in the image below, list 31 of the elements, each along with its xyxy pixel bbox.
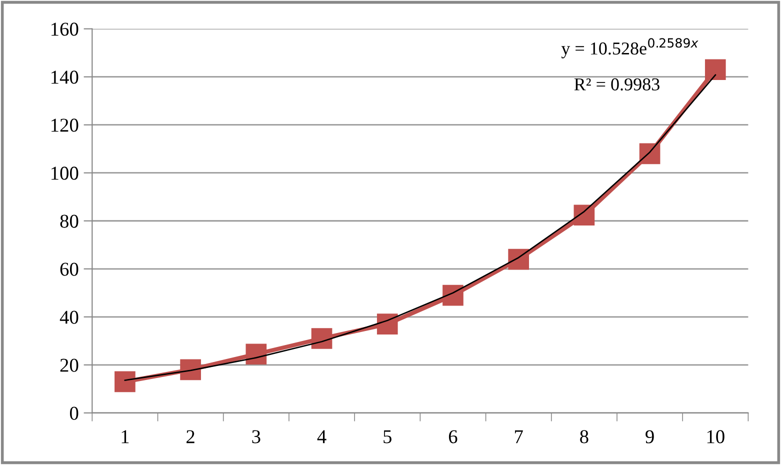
- point: [311, 328, 332, 349]
- annotation: y = 10.528e$^{0.2589x}$: [561, 38, 698, 58]
- x-tick-label: 9: [646, 430, 654, 444]
- x-tick-label: 3: [252, 430, 260, 444]
- y-tick-label: 160: [52, 22, 78, 36]
- point: [180, 359, 201, 380]
- point: [246, 344, 267, 365]
- x-tick-label: 7: [515, 430, 523, 444]
- x-tick-label: 2: [186, 430, 194, 444]
- x-tick-label: 1: [122, 430, 129, 444]
- point: [574, 204, 595, 226]
- x-tick-label: 6: [448, 430, 458, 444]
- x-tick-label: 5: [384, 430, 392, 444]
- point: [704, 59, 726, 80]
- point: [376, 314, 398, 335]
- y-tick-label: 120: [52, 118, 78, 132]
- point: [639, 143, 660, 164]
- y-tick-label: 140: [52, 70, 78, 84]
- y-tick-label: 60: [60, 262, 78, 276]
- point: [442, 284, 464, 306]
- point: [508, 248, 529, 270]
- x-tick-label: 8: [580, 430, 588, 444]
- y-tick-label: 80: [60, 214, 78, 228]
- y-tick-label: 100: [52, 166, 78, 180]
- y-tick-label: 0: [70, 406, 78, 420]
- annotation: R² = 0.9983: [574, 78, 660, 91]
- y-tick-label: 40: [60, 310, 78, 324]
- point: [114, 371, 136, 392]
- y-tick-label: 20: [60, 358, 78, 372]
- x-tick-label: 10: [707, 430, 724, 444]
- x-tick-label: 4: [317, 430, 326, 444]
